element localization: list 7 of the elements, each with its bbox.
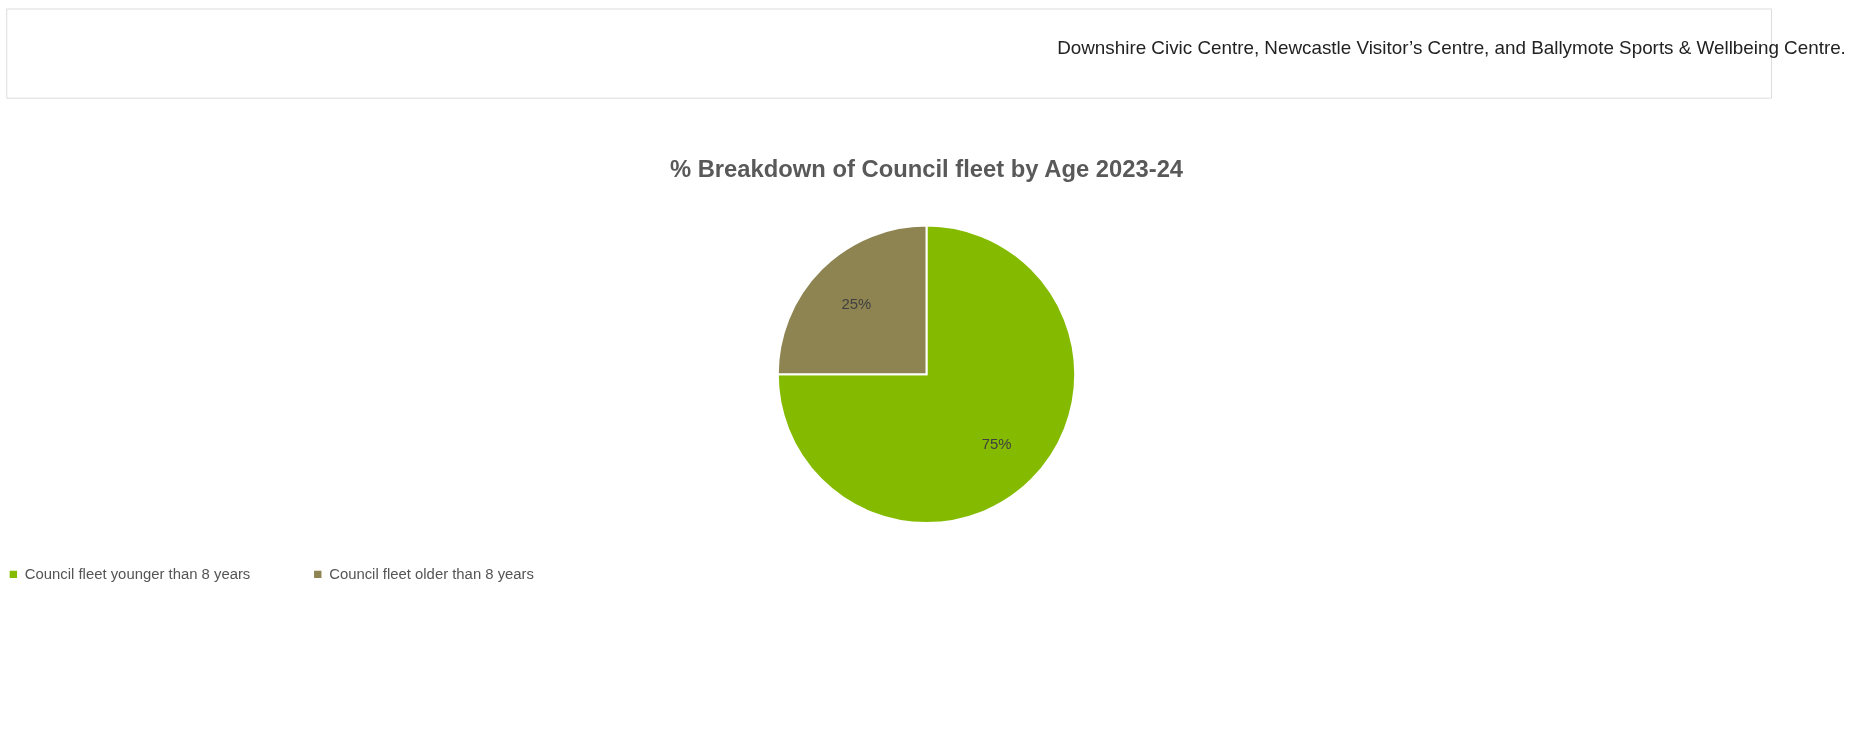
pie-slice (776, 224, 1077, 524)
legend-label: Council fleet younger than 8 years (24, 566, 251, 583)
legend-label: Council fleet older than 8 years (329, 566, 535, 583)
data-label: 25% (841, 296, 872, 313)
data-label: 75% (981, 436, 1012, 453)
text: Downshire Civic Centre, Newcastle Visitor’s Centre, and Ballymote Sports & Wellbeing Centre. (1057, 37, 1846, 59)
chart-title: % Breakdown of Council fleet by Age 2023-24 (669, 155, 1184, 183)
